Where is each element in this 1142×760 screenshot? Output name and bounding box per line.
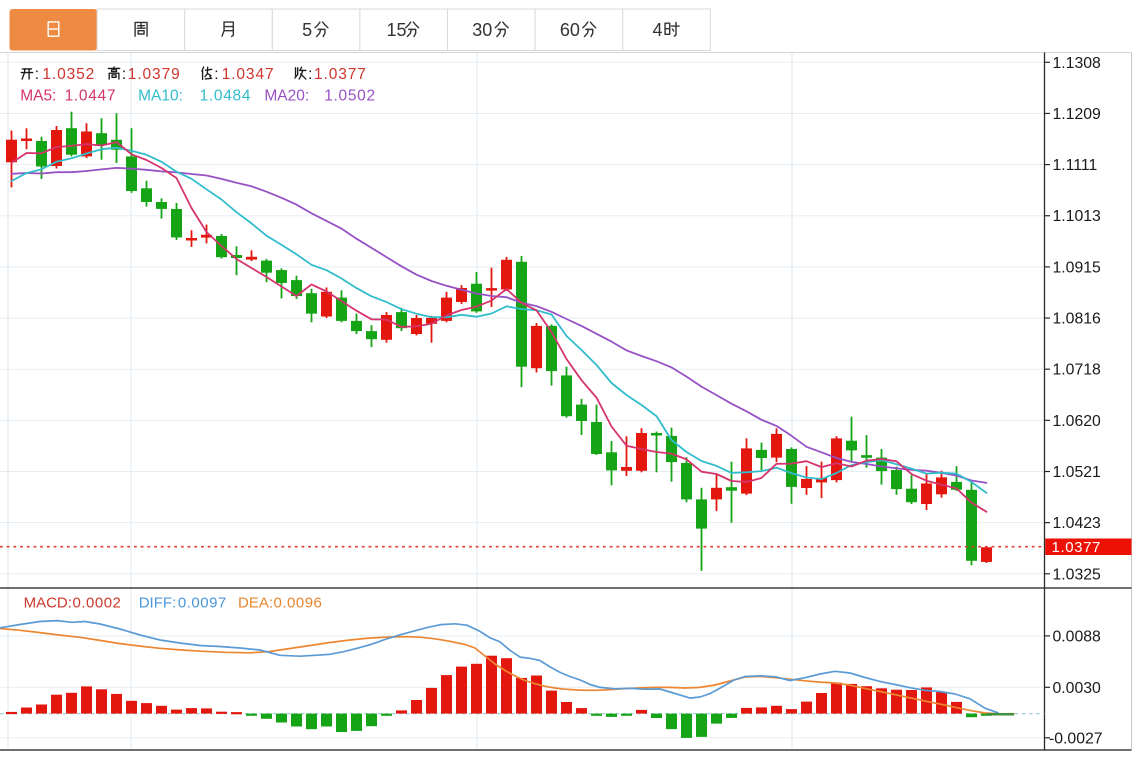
svg-text:1.0484: 1.0484	[200, 88, 252, 105]
svg-text:1.0502: 1.0502	[324, 88, 376, 105]
svg-text:1.0423: 1.0423	[1053, 515, 1102, 532]
svg-text:0.0096: 0.0096	[274, 595, 323, 612]
svg-text:0.0088: 0.0088	[1053, 628, 1102, 645]
svg-text:0.0097: 0.0097	[178, 595, 227, 612]
svg-text:1.0377: 1.0377	[314, 66, 367, 83]
svg-text:DIFF:: DIFF:	[139, 595, 177, 612]
svg-text:1.0915: 1.0915	[1053, 259, 1102, 276]
svg-text:1.0620: 1.0620	[1053, 413, 1102, 430]
svg-text:1.0347: 1.0347	[222, 66, 275, 83]
svg-text:15: 15	[387, 20, 407, 40]
svg-text:1.0521: 1.0521	[1053, 464, 1102, 481]
svg-text:60: 60	[560, 20, 580, 40]
svg-text:1.1209: 1.1209	[1053, 106, 1102, 123]
svg-text:1.0447: 1.0447	[65, 88, 117, 105]
svg-text:1.0325: 1.0325	[1053, 566, 1102, 583]
svg-text:4: 4	[653, 20, 663, 40]
svg-text:1.1308: 1.1308	[1053, 55, 1102, 72]
svg-text:MA5:: MA5:	[20, 88, 56, 105]
svg-text:1.0816: 1.0816	[1053, 311, 1102, 328]
svg-text:1.0352: 1.0352	[42, 66, 95, 83]
svg-text:MA10:: MA10:	[138, 88, 183, 105]
svg-text::: :	[214, 66, 218, 83]
svg-text:DEA:: DEA:	[238, 595, 273, 612]
svg-text:MA20:: MA20:	[264, 88, 309, 105]
svg-text::: :	[122, 66, 126, 83]
svg-text:1.1111: 1.1111	[1053, 157, 1098, 174]
svg-text:1.0718: 1.0718	[1053, 362, 1102, 379]
svg-text:5: 5	[302, 20, 312, 40]
svg-text:30: 30	[472, 20, 492, 40]
svg-text:1.1013: 1.1013	[1053, 208, 1102, 225]
svg-text:-0.0027: -0.0027	[1049, 730, 1103, 747]
svg-text:MACD:: MACD:	[24, 595, 72, 612]
svg-text::: :	[308, 66, 312, 83]
svg-text:1.0379: 1.0379	[128, 66, 181, 83]
svg-text:1.0377: 1.0377	[1052, 539, 1101, 556]
svg-text:0.0030: 0.0030	[1053, 680, 1102, 697]
svg-text::: :	[35, 66, 39, 83]
svg-text:0.0002: 0.0002	[73, 595, 122, 612]
